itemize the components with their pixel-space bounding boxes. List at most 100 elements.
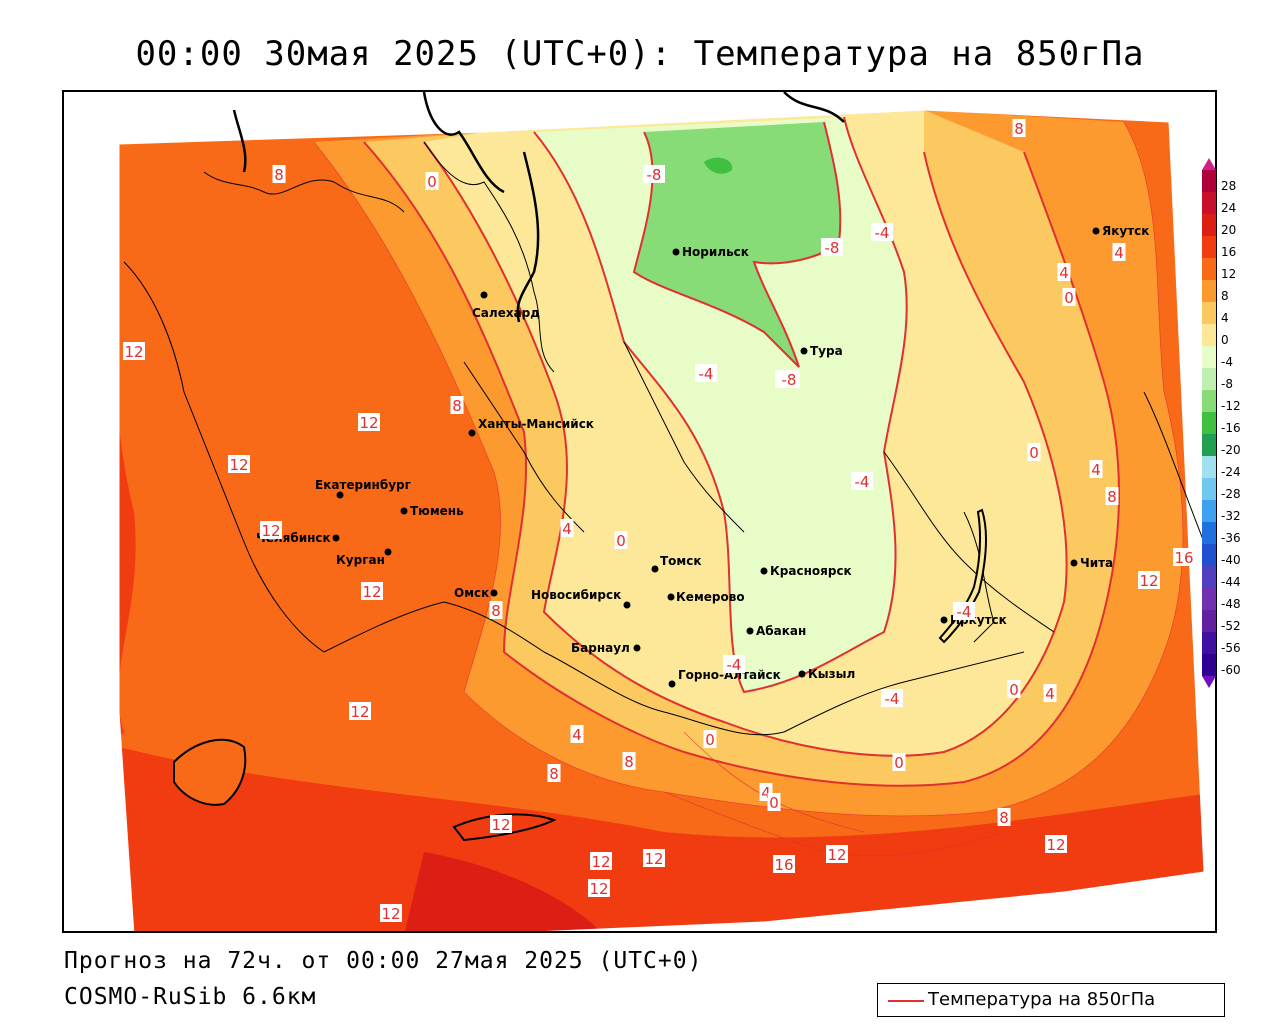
- city-markers: Норильск Якутск Салехард Тура Ханты-Манс…: [256, 224, 1149, 688]
- svg-text:Курган: Курган: [336, 553, 385, 567]
- isotherm-label-bg: [622, 752, 636, 770]
- isotherm-label-bg: [380, 904, 402, 922]
- legend-line-swatch: [888, 1000, 924, 1002]
- colorbar-swatch: [1202, 214, 1216, 236]
- isotherm-label: 8: [999, 809, 1009, 827]
- colorbar-tick-label: -56: [1221, 641, 1241, 655]
- isotherm-label: 0: [769, 794, 779, 812]
- map-frame: Норильск Якутск Салехард Тура Ханты-Манс…: [62, 90, 1217, 933]
- isotherm-label-bg: [826, 845, 848, 863]
- isotherm-label: 12: [261, 522, 280, 540]
- city-krasnoyarsk: Красноярск: [760, 564, 852, 578]
- svg-text:Красноярск: Красноярск: [770, 564, 852, 578]
- isotherm-label: 12: [359, 414, 378, 432]
- city-tyumen: Тюмень: [400, 504, 464, 518]
- colorbar-tick-label: -48: [1221, 597, 1241, 611]
- isotherm-label-bg: [490, 815, 512, 833]
- colorbar-tick-label: 0: [1221, 333, 1229, 347]
- isotherm-label-bg: [358, 413, 380, 431]
- isotherm-label-bg: [349, 702, 371, 720]
- isotherm-label-bg: [260, 521, 282, 539]
- svg-text:Кемерово: Кемерово: [676, 590, 745, 604]
- svg-text:Екатеринбург: Екатеринбург: [315, 478, 411, 492]
- city-yekaterinburg: Екатеринбург: [315, 478, 411, 499]
- city-norilsk: Норильск: [672, 245, 749, 259]
- colorbar-swatch: [1202, 522, 1216, 544]
- colorbar-swatch: [1202, 368, 1216, 390]
- isotherm-label: 12: [591, 853, 610, 871]
- isotherm-label: -8: [647, 166, 662, 184]
- isotherm-label: 8: [1014, 120, 1024, 138]
- isotherm-label-bg: [1057, 263, 1071, 281]
- city-kemerovo: Кемерово: [667, 590, 745, 604]
- isotherm-label: -4: [885, 690, 900, 708]
- isotherm-label-bg: [953, 602, 975, 620]
- isotherm-label-bg: [703, 730, 717, 748]
- colorbar-tick-label: 28: [1221, 179, 1237, 193]
- colorbar-swatch: [1202, 588, 1216, 610]
- colorbar-tick-label: -44: [1221, 575, 1241, 589]
- svg-text:Абакан: Абакан: [756, 624, 806, 638]
- isotherm-label: -4: [699, 365, 714, 383]
- colorbar: 28 24 20 16 12 8 4 0 -4 -8 -12 -16 -20 -24 -28 -32 -36 -4…: [1199, 158, 1269, 690]
- colorbar-swatch: [1202, 456, 1216, 478]
- colorbar-swatch: [1202, 544, 1216, 566]
- temperature-fill: [119, 110, 1204, 931]
- colorbar-tick-label: -52: [1221, 619, 1241, 633]
- colorbar-swatch: [1202, 412, 1216, 434]
- svg-text:Барнаул: Барнаул: [571, 641, 630, 655]
- city-abakan: Абакан: [746, 624, 806, 638]
- isotherm-label: 12: [124, 343, 143, 361]
- svg-text:Томск: Томск: [660, 554, 702, 568]
- isotherm-label-bg: [1007, 680, 1021, 698]
- isotherm-label-bg: [1112, 243, 1126, 261]
- isotherm-label: 12: [491, 816, 510, 834]
- isotherm-label: -4: [875, 224, 890, 242]
- aral-sea: [173, 738, 247, 806]
- colorbar-swatch: [1202, 324, 1216, 346]
- temperature-map: Норильск Якутск Салехард Тура Ханты-Манс…: [64, 92, 1215, 931]
- isotherm-label: 12: [229, 456, 248, 474]
- isotherm-label: -4: [957, 603, 972, 621]
- arctic-coastline: [232, 92, 845, 323]
- isotherm-label: 4: [572, 726, 582, 744]
- isotherm-label-bg: [425, 172, 439, 190]
- isotherm-label: 0: [1029, 444, 1039, 462]
- isotherm-label: 8: [274, 166, 284, 184]
- city-chita: Чита: [1070, 556, 1113, 570]
- city-salekhard: Салехард: [472, 291, 540, 320]
- isotherm-label-bg: [1062, 288, 1076, 306]
- isotherm-label: 12: [589, 880, 608, 898]
- isotherm-label-bg: [1105, 487, 1119, 505]
- city-tomsk: Томск: [651, 554, 702, 573]
- city-omsk: Омск: [454, 586, 498, 600]
- city-kyzyl: Кызыл: [798, 667, 855, 681]
- colorbar-swatch: [1202, 192, 1216, 214]
- isotherm-label-bg: [1089, 460, 1103, 478]
- isotherm-label-bg: [892, 753, 906, 771]
- colorbar-tick-label: 8: [1221, 289, 1229, 303]
- isotherm-label: 4: [1045, 685, 1055, 703]
- isotherm-label: 8: [452, 397, 462, 415]
- isotherm-label: 0: [705, 731, 715, 749]
- colorbar-tick-label: 4: [1221, 311, 1229, 325]
- isotherm-label-bg: [228, 455, 250, 473]
- isotherm-label: 4: [1059, 264, 1069, 282]
- colorbar-top-arrow: [1202, 158, 1216, 170]
- isotherm-label-bg: [489, 601, 503, 619]
- colorbar-tick-label: -16: [1221, 421, 1241, 435]
- colorbar-scale: [1202, 158, 1216, 688]
- isotherm-label: 12: [827, 846, 846, 864]
- svg-text:Чита: Чита: [1080, 556, 1113, 570]
- svg-text:Ханты-Мансийск: Ханты-Мансийск: [478, 417, 594, 431]
- legend: Температура на 850гПа: [877, 983, 1225, 1017]
- isotherm-label-bg: [450, 396, 464, 414]
- colorbar-tick-label: -60: [1221, 663, 1241, 677]
- colorbar-tick-label: -4: [1221, 355, 1233, 369]
- isotherm-label-bg: [643, 849, 665, 867]
- colorbar-tick-label: 12: [1221, 267, 1237, 281]
- isotherm-label: 4: [1091, 461, 1101, 479]
- isotherm-label-bg: [773, 855, 795, 873]
- isotherm-label-bg: [871, 223, 893, 241]
- isotherm-label: 4: [562, 520, 572, 538]
